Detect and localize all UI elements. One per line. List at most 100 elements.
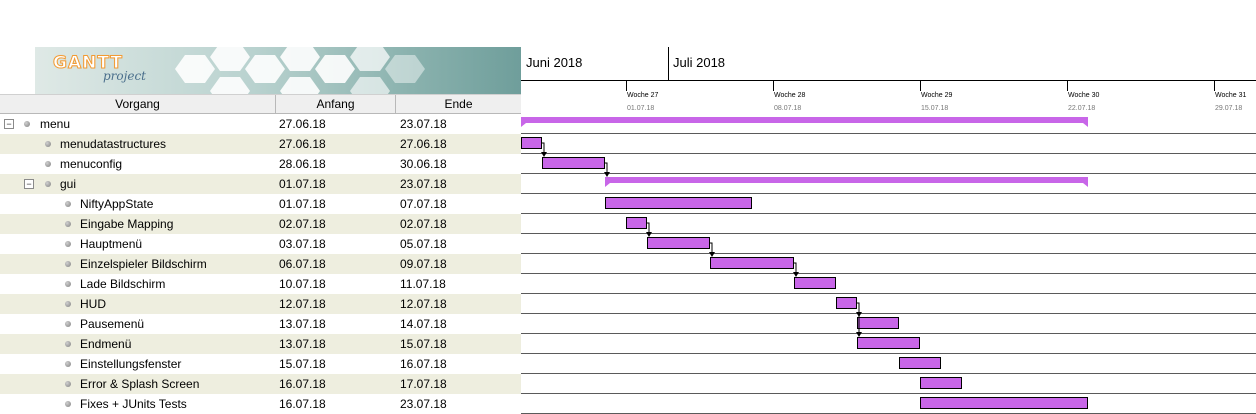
- timeline-header: Juni 2018 Juli 2018 Woche 27 01.07.18 Woche …: [521, 47, 1256, 114]
- week-label: Woche 27: [627, 92, 659, 99]
- task-bar[interactable]: [626, 217, 647, 229]
- table-row[interactable]: Endmenü 13.07.18 15.07.18: [0, 334, 521, 354]
- task-bar[interactable]: [836, 297, 857, 309]
- summary-bar[interactable]: [521, 117, 1088, 127]
- table-row[interactable]: Einzelspieler Bildschirm 06.07.18 09.07.18: [0, 254, 521, 274]
- table-row[interactable]: menudatastructures 27.06.18 27.06.18: [0, 134, 521, 154]
- table-row[interactable]: Fixes + JUnits Tests 16.07.18 23.07.18: [0, 394, 521, 414]
- table-row[interactable]: HUD 12.07.18 12.07.18: [0, 294, 521, 314]
- task-bullet-icon: [65, 341, 71, 347]
- task-bullet-icon: [65, 301, 71, 307]
- task-name: NiftyAppState: [80, 197, 154, 211]
- task-start-date: 06.07.18: [279, 257, 326, 271]
- task-start-date: 16.07.18: [279, 397, 326, 411]
- table-row[interactable]: Lade Bildschirm 10.07.18 11.07.18: [0, 274, 521, 294]
- task-name: menu: [40, 117, 71, 131]
- row-gridline: [521, 213, 1256, 214]
- task-bar[interactable]: [899, 357, 941, 369]
- table-row[interactable]: Eingabe Mapping 02.07.18 02.07.18: [0, 214, 521, 234]
- task-end-date: 27.06.18: [400, 137, 447, 151]
- task-bullet-icon: [65, 241, 71, 247]
- task-bullet-icon: [65, 221, 71, 227]
- task-end-date: 07.07.18: [400, 197, 447, 211]
- week-label: Woche 30: [1068, 92, 1100, 99]
- row-gridline: [521, 313, 1256, 314]
- week-date-label: 01.07.18: [627, 105, 655, 112]
- hexagon-pattern-icon: [35, 47, 521, 94]
- row-gridline: [521, 173, 1256, 174]
- task-bullet-icon: [24, 121, 30, 127]
- task-start-date: 03.07.18: [279, 237, 326, 251]
- gantt-chart: Juni 2018 Juli 2018 Woche 27 01.07.18 Woche …: [521, 47, 1256, 414]
- collapse-toggle-icon[interactable]: −: [24, 179, 34, 189]
- table-row[interactable]: Pausemenü 13.07.18 14.07.18: [0, 314, 521, 334]
- week-date-label: 29.07.18: [1215, 105, 1243, 112]
- table-row[interactable]: NiftyAppState 01.07.18 07.07.18: [0, 194, 521, 214]
- month-label: Juni 2018: [526, 55, 583, 70]
- task-bar[interactable]: [647, 237, 710, 249]
- table-row[interactable]: Einstellungsfenster 15.07.18 16.07.18: [0, 354, 521, 374]
- task-start-date: 01.07.18: [279, 197, 326, 211]
- task-start-date: 16.07.18: [279, 377, 326, 391]
- task-bar[interactable]: [521, 137, 542, 149]
- month-divider: [521, 80, 1256, 81]
- row-gridline: [521, 353, 1256, 354]
- table-row[interactable]: Error & Splash Screen 16.07.18 17.07.18: [0, 374, 521, 394]
- task-bar[interactable]: [794, 277, 836, 289]
- month-separator: [668, 47, 669, 80]
- task-start-date: 28.06.18: [279, 157, 326, 171]
- task-bar[interactable]: [542, 157, 605, 169]
- week-date-label: 22.07.18: [1068, 105, 1096, 112]
- task-name: Eingabe Mapping: [80, 217, 174, 231]
- task-start-date: 10.07.18: [279, 277, 326, 291]
- task-end-date: 30.06.18: [400, 157, 447, 171]
- week-separator: [920, 81, 921, 91]
- task-name: Einstellungsfenster: [80, 357, 182, 371]
- task-start-date: 13.07.18: [279, 337, 326, 351]
- task-bar[interactable]: [605, 197, 752, 209]
- task-end-date: 16.07.18: [400, 357, 447, 371]
- task-start-date: 15.07.18: [279, 357, 326, 371]
- summary-bar[interactable]: [605, 177, 1088, 187]
- task-end-date: 12.07.18: [400, 297, 447, 311]
- task-bullet-icon: [65, 261, 71, 267]
- week-date-label: 15.07.18: [921, 105, 949, 112]
- task-bar[interactable]: [920, 397, 1088, 409]
- task-name: Endmenü: [80, 337, 132, 351]
- task-end-date: 05.07.18: [400, 237, 447, 251]
- task-bullet-icon: [65, 361, 71, 367]
- table-row[interactable]: menuconfig 28.06.18 30.06.18: [0, 154, 521, 174]
- table-row[interactable]: Hauptmenü 03.07.18 05.07.18: [0, 234, 521, 254]
- task-end-date: 09.07.18: [400, 257, 447, 271]
- row-gridline: [521, 333, 1256, 334]
- column-header-start[interactable]: Anfang: [276, 95, 396, 114]
- week-label: Woche 31: [1215, 92, 1247, 99]
- table-row[interactable]: − menu 27.06.18 23.07.18: [0, 114, 521, 134]
- task-bar[interactable]: [710, 257, 794, 269]
- collapse-toggle-icon[interactable]: −: [4, 119, 14, 129]
- row-gridline: [521, 233, 1256, 234]
- task-bullet-icon: [65, 281, 71, 287]
- task-bar[interactable]: [920, 377, 962, 389]
- task-end-date: 11.07.18: [400, 277, 446, 291]
- week-label: Woche 29: [921, 92, 953, 99]
- logo-title: GANTT: [53, 53, 123, 74]
- column-header-end[interactable]: Ende: [444, 97, 473, 111]
- task-name: gui: [60, 177, 77, 191]
- row-gridline: [521, 253, 1256, 254]
- task-bar[interactable]: [857, 317, 899, 329]
- task-bar[interactable]: [857, 337, 920, 349]
- task-name: menuconfig: [60, 157, 123, 171]
- column-header-task[interactable]: Vorgang: [0, 95, 276, 114]
- task-end-date: 23.07.18: [400, 117, 447, 131]
- month-label: Juli 2018: [673, 55, 726, 70]
- task-name: menudatastructures: [60, 137, 167, 151]
- task-name: HUD: [80, 297, 106, 311]
- week-separator: [1067, 81, 1068, 91]
- task-name: Lade Bildschirm: [80, 277, 166, 291]
- logo: GANTT project: [53, 53, 147, 84]
- row-gridline: [521, 373, 1256, 374]
- task-bullet-icon: [45, 181, 51, 187]
- table-row[interactable]: − gui 01.07.18 23.07.18: [0, 174, 521, 194]
- task-bullet-icon: [65, 321, 71, 327]
